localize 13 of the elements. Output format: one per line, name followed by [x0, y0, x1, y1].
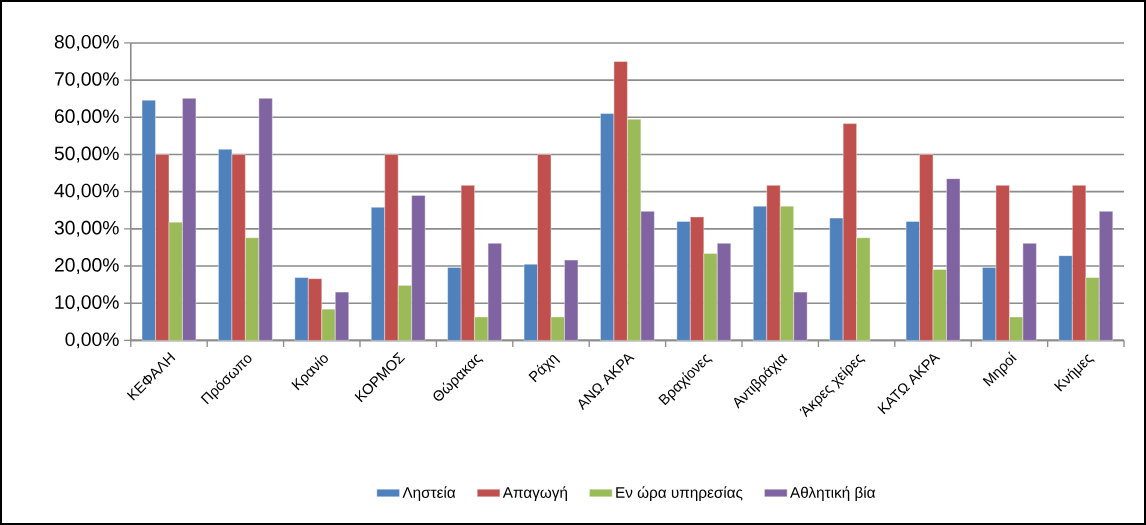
legend-label: Ληστεία	[402, 486, 456, 501]
y-tick-label: 10,00%	[55, 295, 119, 312]
y-tick-label: 30,00%	[54, 220, 119, 237]
y-tick-label: 20,00%	[54, 258, 119, 274]
y-tick-label: 80,00%	[54, 34, 119, 51]
y-tick-label: 40,00%	[54, 183, 119, 200]
legend-label: Εν ώρα υπηρεσίας	[616, 486, 743, 501]
legend-label: Αθλητική βία	[790, 486, 876, 501]
y-tick-label: 70,00%	[54, 72, 119, 89]
y-tick-label: 50,00%	[54, 146, 119, 163]
y-tick-label: 0,00%	[65, 332, 119, 349]
legend-label: Απαγωγή	[502, 486, 567, 501]
y-tick-label: 60,00%	[54, 109, 119, 126]
